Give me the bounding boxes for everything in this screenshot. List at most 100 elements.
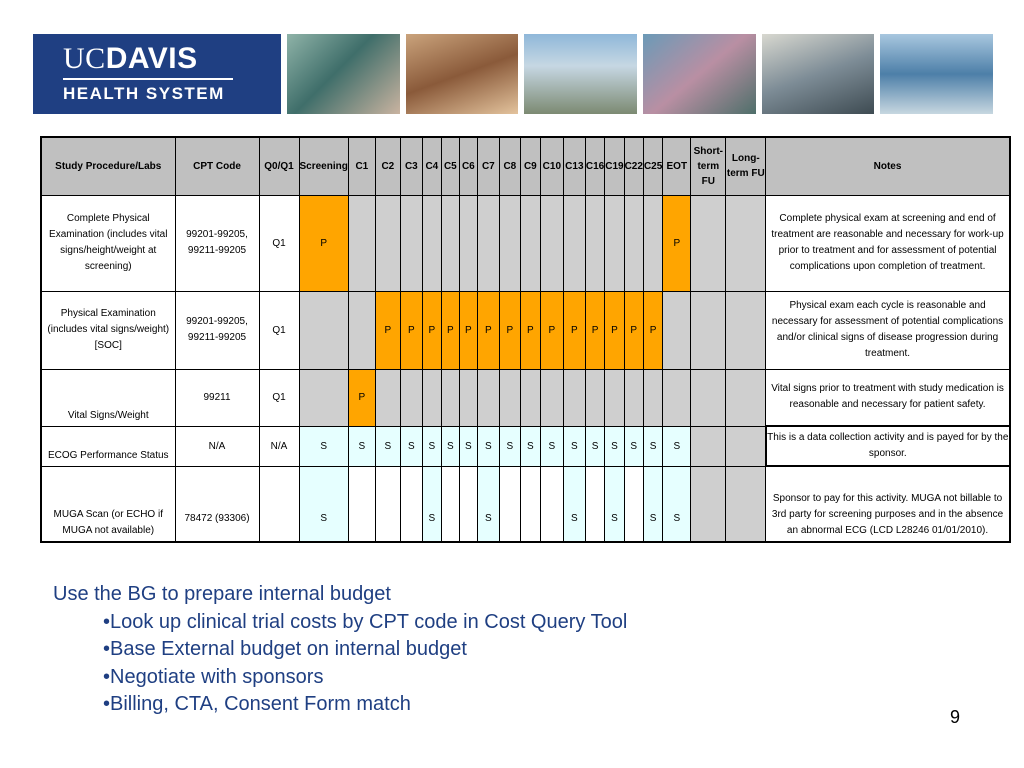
header-screening: Screening [298, 136, 349, 196]
header-cycle: C1 [347, 136, 376, 196]
cell-visit: S [562, 465, 586, 543]
cell-visit: S [399, 425, 423, 467]
cell-visit: S [584, 425, 606, 467]
header-procedure: Study Procedure/Labs [40, 136, 176, 196]
cell-visit [690, 290, 727, 370]
cell-visit [440, 465, 460, 543]
cell-q: N/A [258, 425, 300, 467]
cell-procedure: Vital Signs/Weight [40, 368, 176, 427]
cell-visit: P [539, 290, 564, 370]
cell-notes: Physical exam each cycle is reasonable a… [765, 290, 1011, 370]
cell-visit: S [662, 425, 692, 467]
table-row: Complete Physical Examination (includes … [40, 194, 1011, 292]
cell-q: Q1 [258, 368, 300, 427]
cell-visit [347, 194, 376, 292]
cell-visit: S [458, 425, 478, 467]
header-notes: Notes [765, 136, 1011, 196]
header-cycle: C7 [476, 136, 500, 196]
cell-visit: S [421, 425, 442, 467]
cell-visit: S [662, 465, 692, 543]
cell-visit [623, 194, 644, 292]
cell-visit: P [440, 290, 460, 370]
cell-visit: P [623, 290, 644, 370]
cell-cpt: 78472 (93306) [174, 465, 260, 543]
header-cycle: C16 [584, 136, 606, 196]
cell-visit: P [562, 290, 586, 370]
cell-visit: P [642, 290, 664, 370]
cell-procedure: Complete Physical Examination (includes … [40, 194, 176, 292]
cell-visit [440, 368, 460, 427]
cell-visit [519, 465, 541, 543]
cell-visit [562, 368, 586, 427]
bullet-item: •Negotiate with sponsors [103, 665, 324, 688]
cell-visit [476, 194, 500, 292]
cell-visit [690, 368, 727, 427]
banner-photo-lab-researcher [761, 34, 875, 114]
cell-visit: P [476, 290, 500, 370]
banner-photo-child-doctor [405, 34, 519, 114]
cell-notes: Vital signs prior to treatment with stud… [765, 368, 1011, 427]
cell-visit [642, 368, 664, 427]
cell-visit: S [476, 425, 500, 467]
cell-visit [623, 368, 644, 427]
cell-visit [498, 368, 521, 427]
cell-cpt: N/A [174, 425, 260, 467]
cell-visit [440, 194, 460, 292]
cell-visit: S [539, 425, 564, 467]
cell-cpt: 99211 [174, 368, 260, 427]
cell-visit: S [604, 425, 625, 467]
header-cycle: C10 [539, 136, 564, 196]
table-row: MUGA Scan (or ECHO if MUGA not available… [40, 465, 1011, 543]
cell-visit [604, 368, 625, 427]
header-cpt: CPT Code [174, 136, 260, 196]
header-cycle: C22 [623, 136, 644, 196]
bullet-item: •Billing, CTA, Consent Form match [103, 693, 411, 715]
cell-visit [725, 465, 767, 543]
cell-visit [690, 465, 727, 543]
table-row: Physical Examination (includes vital sig… [40, 290, 1011, 370]
cell-visit [374, 465, 401, 543]
cell-visit: P [498, 290, 521, 370]
cell-visit: S [642, 425, 664, 467]
table-row: ECOG Performance Status N/A N/A S S S S … [40, 425, 1011, 467]
cell-q: Q1 [258, 194, 300, 292]
ucdavis-logo: UCDAVIS HEALTH SYSTEM [33, 34, 281, 114]
header-cycle: C13 [562, 136, 586, 196]
cell-visit: S [498, 425, 521, 467]
cell-visit [690, 194, 727, 292]
cell-visit: P [584, 290, 606, 370]
cell-visit [662, 290, 692, 370]
cell-visit [539, 368, 564, 427]
cell-visit [298, 368, 349, 427]
cell-notes: This is a data collection activity and i… [764, 425, 1011, 467]
cell-visit: P [399, 290, 423, 370]
cell-visit: S [604, 465, 625, 543]
cell-visit [458, 194, 478, 292]
cell-visit [399, 368, 423, 427]
cell-visit: P [298, 194, 349, 292]
cell-visit [690, 425, 727, 467]
cell-visit: S [298, 425, 349, 467]
cell-visit [519, 194, 541, 292]
cell-visit [584, 465, 606, 543]
cell-visit [347, 290, 376, 370]
header-row: Study Procedure/Labs CPT Code Q0/Q1 Scre… [40, 136, 1011, 196]
cell-visit [374, 368, 401, 427]
cell-cpt: 99201-99205, 99211-99205 [174, 290, 260, 370]
bullet-item: •Base External budget on internal budget [103, 638, 467, 660]
header-short-term-fu: Short-term FU [690, 136, 727, 196]
cell-q: Q1 [258, 290, 300, 370]
cell-visit: S [476, 465, 500, 543]
cell-visit [539, 465, 564, 543]
cell-visit: P [374, 290, 401, 370]
cell-visit: S [642, 465, 664, 543]
banner-photo-glass-building [880, 34, 994, 114]
cell-visit: S [440, 425, 460, 467]
cell-visit: S [298, 465, 349, 543]
cell-visit [498, 194, 521, 292]
cell-visit [584, 368, 606, 427]
cell-visit [519, 368, 541, 427]
cell-visit: P [347, 368, 376, 427]
cell-procedure: MUGA Scan (or ECHO if MUGA not available… [40, 465, 176, 543]
header-cycle: C25 [642, 136, 664, 196]
